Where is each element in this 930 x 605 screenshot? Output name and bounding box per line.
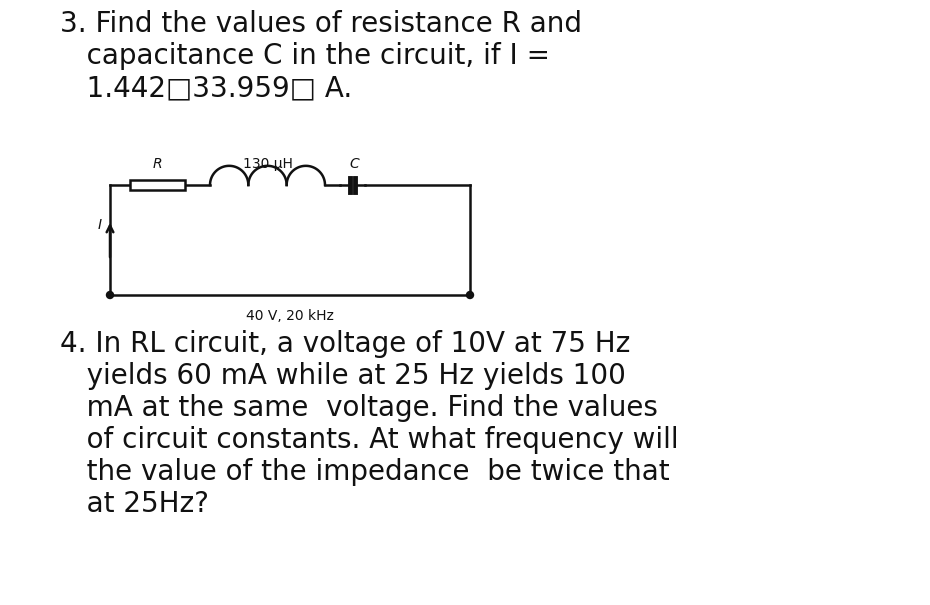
- Text: C: C: [350, 157, 359, 171]
- Text: yields 60 mA while at 25 Hz yields 100: yields 60 mA while at 25 Hz yields 100: [60, 362, 626, 390]
- Text: 3. Find the values of resistance R and: 3. Find the values of resistance R and: [60, 10, 582, 38]
- Text: I: I: [98, 218, 102, 232]
- Bar: [130, 180, 185, 190]
- Text: 1.442□33.959□ A.: 1.442□33.959□ A.: [60, 74, 352, 102]
- Text: R: R: [153, 157, 163, 171]
- Circle shape: [467, 292, 473, 298]
- Text: of circuit constants. At what frequency will: of circuit constants. At what frequency …: [60, 426, 679, 454]
- Text: the value of the impedance  be twice that: the value of the impedance be twice that: [60, 458, 670, 486]
- Text: 4. In RL circuit, a voltage of 10V at 75 Hz: 4. In RL circuit, a voltage of 10V at 75…: [60, 330, 631, 358]
- Circle shape: [107, 292, 113, 298]
- Text: capacitance C in the circuit, if I =: capacitance C in the circuit, if I =: [60, 42, 550, 70]
- Text: 40 V, 20 kHz: 40 V, 20 kHz: [246, 309, 334, 323]
- Text: 130 μH: 130 μH: [243, 157, 292, 171]
- Text: at 25Hz?: at 25Hz?: [60, 490, 209, 518]
- Text: mA at the same  voltage. Find the values: mA at the same voltage. Find the values: [60, 394, 658, 422]
